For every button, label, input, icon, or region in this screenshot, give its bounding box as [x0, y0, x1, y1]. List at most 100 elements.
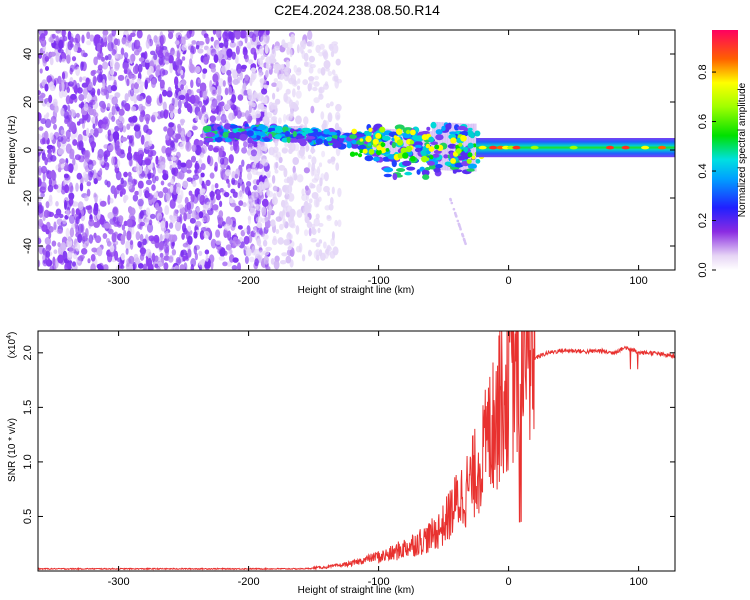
spectrogram-cell: [193, 231, 198, 239]
spectrogram-cell: [307, 139, 312, 143]
spectrogram-cell: [111, 115, 116, 122]
spectrogram-cell: [65, 129, 71, 139]
spectrogram-cell: [38, 112, 42, 122]
spectrogram-cell: [139, 233, 144, 242]
spectrogram-cell: [72, 157, 76, 166]
spectrogram-cell: [320, 252, 326, 261]
spectrogram-cell: [101, 56, 105, 62]
spectrogram-cell: [202, 68, 208, 74]
spectrogram-cell: [67, 81, 74, 87]
spectrogram-cell: [454, 214, 458, 217]
spectrogram-cell: [198, 41, 205, 46]
spectrogram-cell: [433, 167, 441, 173]
spectrogram-cell: [148, 219, 153, 226]
spectrogram-cell: [109, 58, 114, 68]
spectrogram-cell: [155, 155, 159, 165]
spectrogram-cell: [200, 227, 207, 232]
spectrogram-cell: [430, 121, 437, 129]
spectrogram-cell: [78, 118, 85, 124]
spectrogram-cell: [215, 30, 222, 39]
spectrogram-cell: [134, 82, 139, 90]
spectrogram-cell: [129, 239, 134, 246]
spectrogram-cell: [93, 56, 98, 66]
spectrogram-cell: [462, 237, 466, 241]
spectrogram-cell: [473, 123, 477, 172]
spectrogram-cell: [330, 197, 334, 205]
spectrogram-cell: [315, 44, 321, 54]
spectrogram-cell: [305, 202, 312, 210]
spectrogram-cell: [263, 84, 269, 89]
spectrogram-cell: [153, 35, 158, 43]
spectrogram-cell: [199, 175, 203, 185]
spectrogram-cell: [288, 193, 295, 202]
spectrogram-cell: [212, 204, 219, 211]
spectrogram-cell: [218, 78, 224, 88]
spectrogram-cell: [61, 58, 67, 63]
spectrogram-cell: [272, 185, 278, 192]
spectrogram-cell: [126, 262, 130, 267]
spectrogram-y-label: Frequency (Hz): [7, 116, 18, 185]
spectrogram-cell: [136, 164, 143, 175]
spectrogram-cell: [323, 60, 331, 69]
spectrogram-cell: [175, 221, 182, 232]
spectrogram-cell: [38, 218, 43, 227]
spectrogram-cell: [392, 173, 398, 181]
spectrogram-cell: [244, 110, 250, 120]
spectrogram-cell: [163, 238, 168, 246]
spectrogram-cell: [123, 171, 128, 178]
spectrogram-cell: [311, 228, 317, 236]
spectrogram-cell: [304, 229, 309, 237]
spectrogram-cell: [337, 187, 342, 198]
spectrogram-cell: [121, 224, 126, 231]
spectrogram-cell: [57, 148, 64, 155]
spectrogram-cell: [61, 30, 66, 38]
spectrogram-cell: [167, 127, 174, 137]
spectrogram-cell: [226, 178, 230, 184]
spectrogram-cell: [257, 131, 266, 137]
spectrogram-cell: [231, 265, 238, 270]
spectrogram-cell: [235, 57, 239, 64]
spectrogram-cell: [129, 88, 135, 97]
spectrogram-cell: [120, 136, 128, 142]
spectrogram-cell: [195, 45, 200, 50]
spectrogram-cell: [286, 41, 293, 49]
spectrogram-cell: [97, 64, 103, 71]
spectrogram-cell: [278, 164, 286, 171]
spectrogram-cell: [270, 58, 277, 64]
spectrogram-cell: [396, 139, 404, 146]
y-tick-label: 20: [22, 96, 34, 108]
spectrogram-cell: [86, 31, 91, 40]
spectrogram-cell: [328, 131, 338, 136]
spectrogram-cell: [102, 30, 109, 36]
spectrogram-cell: [44, 118, 52, 128]
spectrogram-cell: [241, 64, 247, 70]
spectrogram-cell: [310, 148, 316, 154]
spectrogram-cell: [324, 249, 329, 259]
spectrogram-cell: [51, 240, 57, 247]
spectrogram-cell: [127, 171, 132, 177]
spectrogram-cell: [414, 147, 421, 153]
spectrogram-cell: [181, 56, 186, 61]
snr-series-line: [38, 331, 675, 571]
spectrogram-cell: [442, 144, 447, 148]
spectrogram-cell: [223, 158, 229, 169]
spectrogram-cell: [432, 153, 440, 158]
x-tick-label: 100: [629, 275, 647, 287]
y-tick-label: 1.0: [22, 454, 34, 469]
spectrogram-cell: [204, 137, 214, 142]
spectrogram-cell: [272, 192, 277, 201]
spectrogram-cell: [111, 156, 116, 166]
spectrogram-cell: [246, 168, 253, 173]
spectrogram-cell: [65, 200, 71, 211]
spectrogram-cell: [172, 108, 178, 114]
spectrogram-cell: [428, 146, 435, 152]
spectrogram-cell: [123, 194, 129, 201]
spectrogram-cell: [256, 222, 263, 229]
spectrogram-cell: [181, 135, 186, 145]
spectrogram-cell: [247, 149, 252, 157]
spectrogram-cell: [254, 258, 259, 267]
spectrogram-cell: [213, 54, 219, 63]
spectrogram-cell: [261, 217, 266, 224]
spectrogram-cell: [266, 112, 273, 119]
spectrogram-cell: [372, 138, 379, 145]
